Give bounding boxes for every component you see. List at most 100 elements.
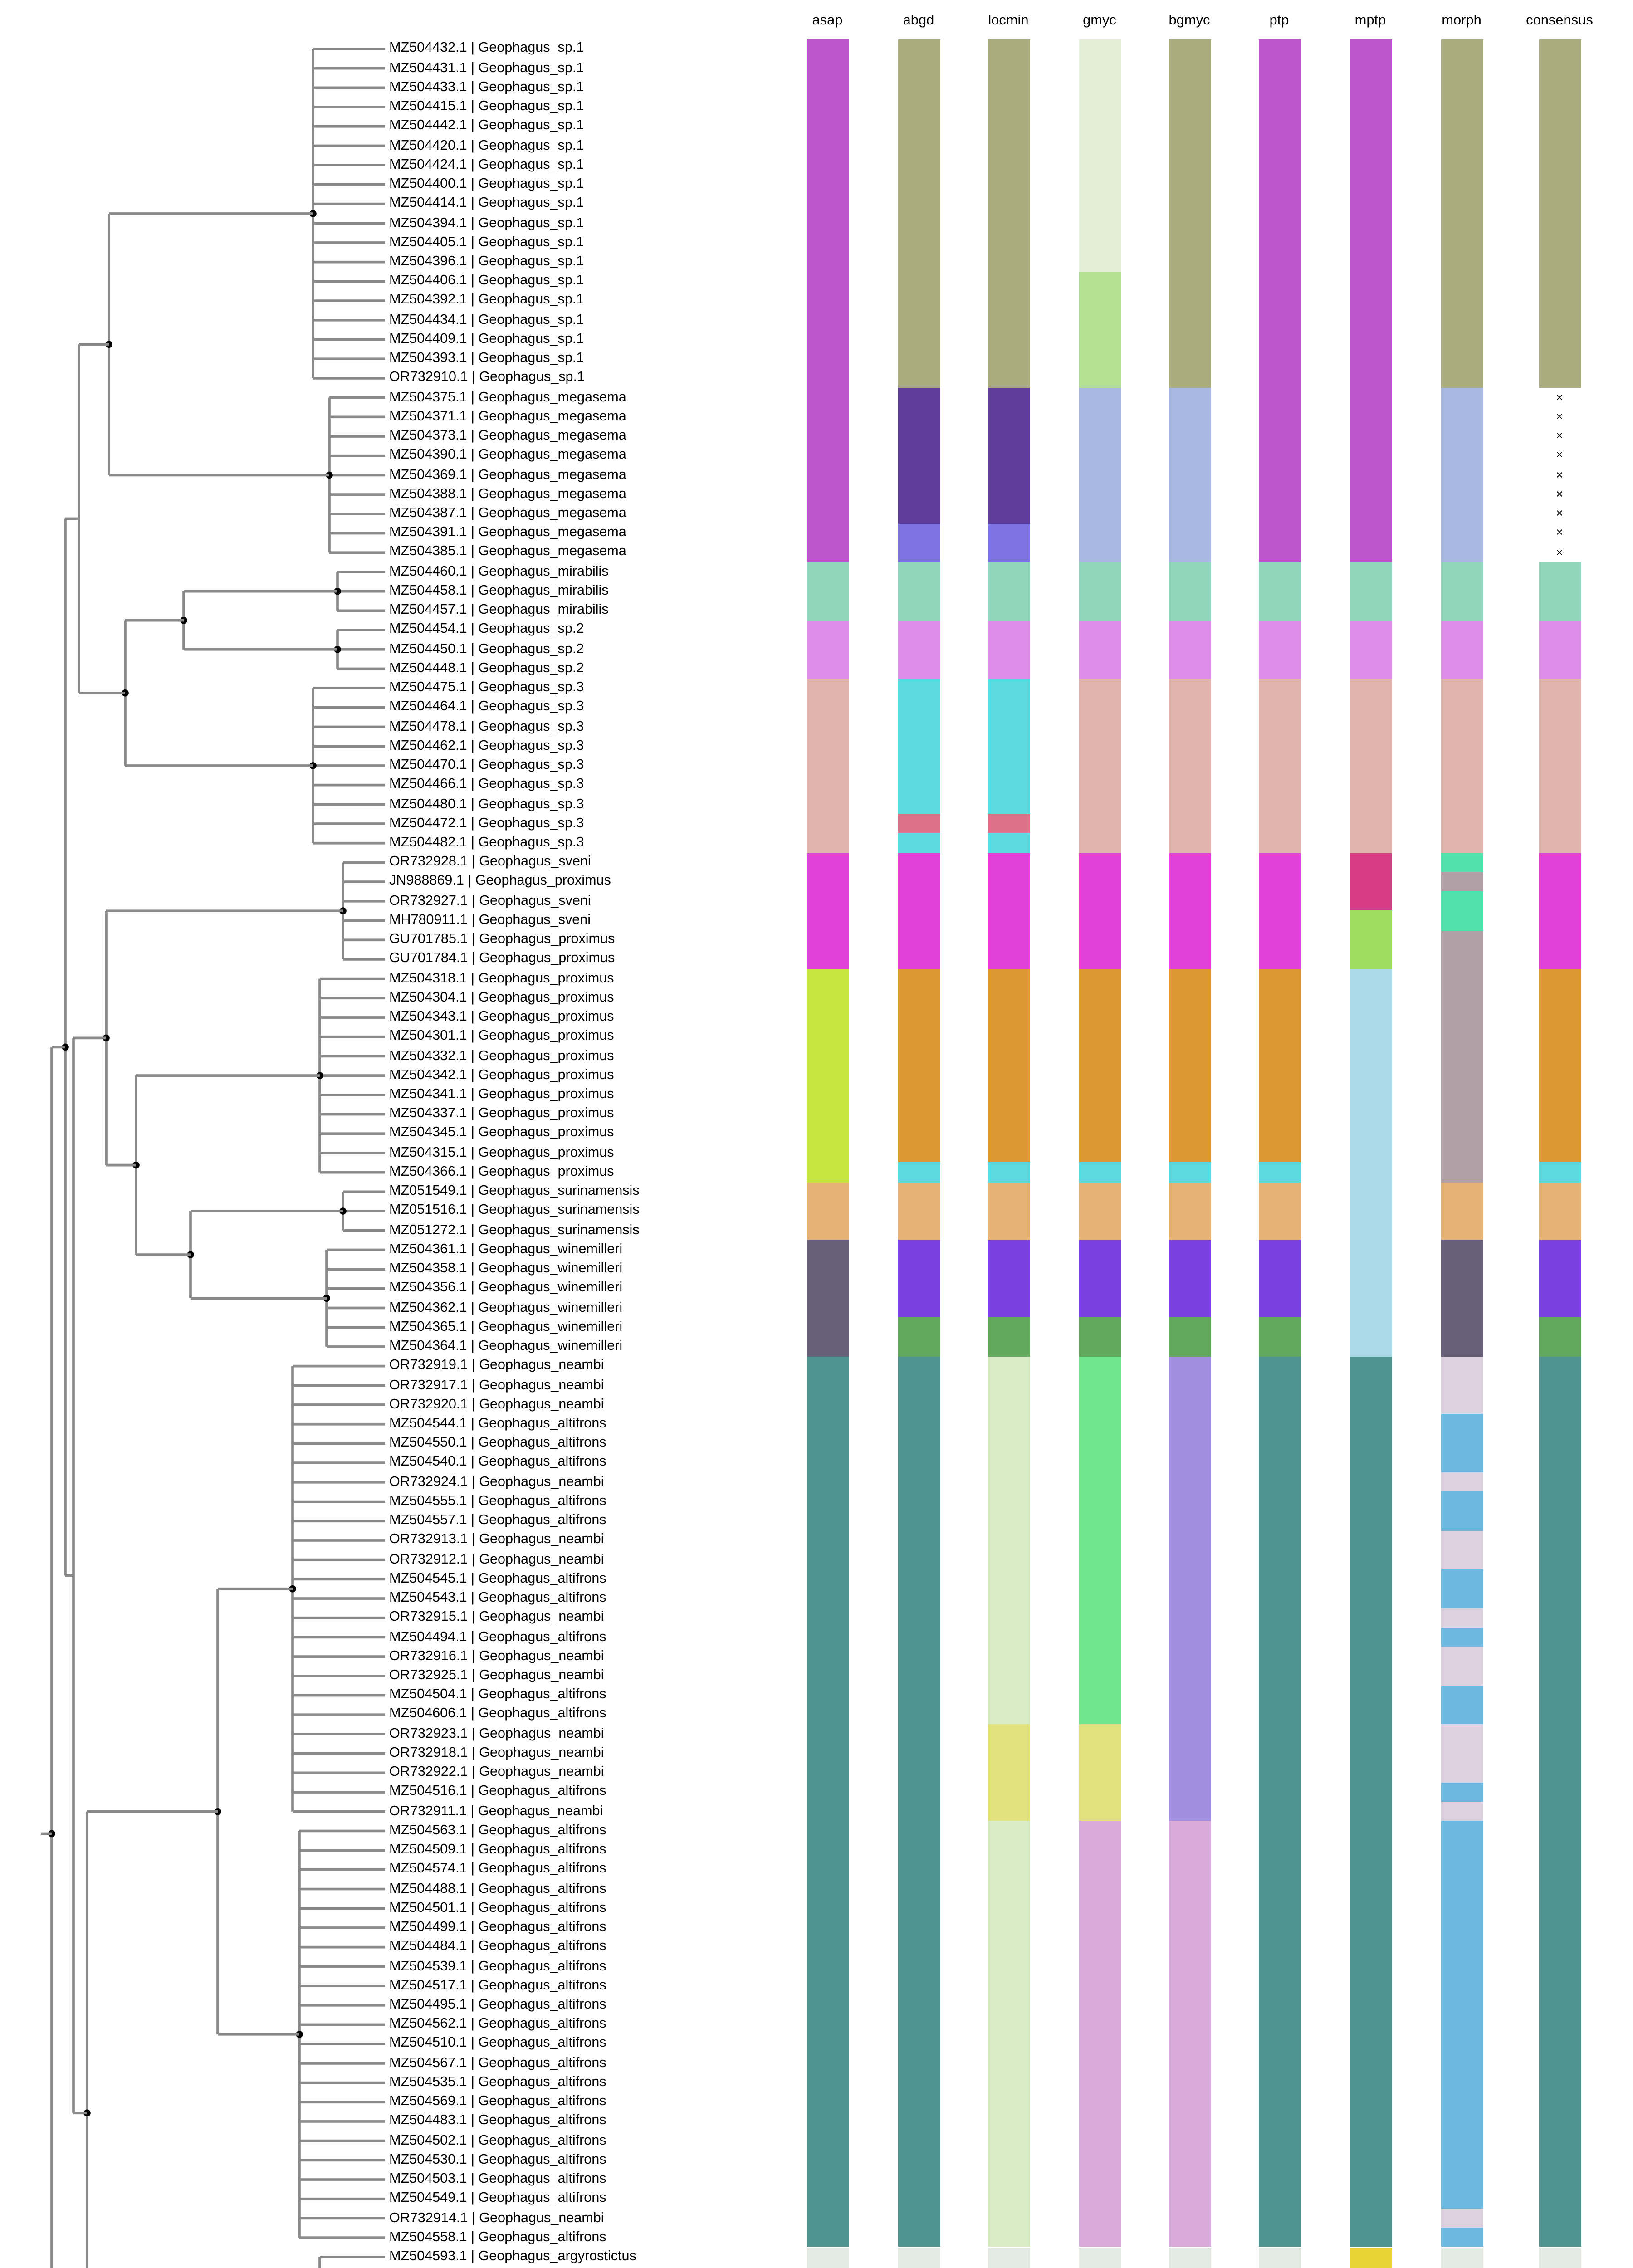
delimitation-block bbox=[987, 1821, 1030, 2248]
tip-label: MZ504371.1 | Geophagus_megasema bbox=[389, 409, 626, 425]
column-header-locmin: locmin bbox=[988, 14, 1029, 29]
delimitation-block bbox=[1168, 2247, 1211, 2268]
delimitation-block bbox=[1258, 620, 1301, 679]
delimitation-block bbox=[897, 1163, 940, 1182]
delimitation-block bbox=[1440, 1724, 1483, 1783]
column-header-mptp: mptp bbox=[1354, 14, 1386, 29]
tip-label: MZ504406.1 | Geophagus_sp.1 bbox=[389, 274, 584, 289]
delimitation-block bbox=[1168, 1317, 1211, 1357]
tip-label: MZ504606.1 | Geophagus_altifrons bbox=[389, 1707, 606, 1722]
tip-label: MZ504458.1 | Geophagus_mirabilis bbox=[389, 583, 609, 599]
tip-label: OR732914.1 | Geophagus_neambi bbox=[389, 2210, 604, 2226]
delimitation-block bbox=[1440, 39, 1483, 388]
delimitation-block bbox=[897, 562, 940, 621]
delimitation-block bbox=[1078, 1182, 1121, 1241]
delimitation-block bbox=[1349, 969, 1392, 1357]
tip-label: MZ504342.1 | Geophagus_proximus bbox=[389, 1068, 614, 1083]
delimitation-block bbox=[897, 1182, 940, 1241]
delimitation-block bbox=[1440, 2228, 1483, 2248]
tip-label: JN988869.1 | Geophagus_proximus bbox=[389, 874, 611, 890]
delimitation-block bbox=[1078, 1317, 1121, 1357]
delimitation-block bbox=[1168, 1356, 1211, 1822]
delimitation-block bbox=[1349, 1356, 1392, 2248]
delimitation-block bbox=[1349, 620, 1392, 679]
tip-label: MZ504509.1 | Geophagus_altifrons bbox=[389, 1843, 606, 1858]
tip-label: MZ504558.1 | Geophagus_altifrons bbox=[389, 2230, 606, 2245]
tip-label: MZ504442.1 | Geophagus_sp.1 bbox=[389, 118, 584, 134]
delimitation-block bbox=[897, 388, 940, 524]
delimitation-block bbox=[987, 388, 1030, 524]
tip-label: MZ504495.1 | Geophagus_altifrons bbox=[389, 1997, 606, 2013]
delimitation-block bbox=[987, 833, 1030, 853]
delimitation-block bbox=[1440, 620, 1483, 679]
tip-label: OR732924.1 | Geophagus_neambi bbox=[389, 1475, 604, 1490]
delimitation-block bbox=[1078, 1163, 1121, 1182]
tip-label: MZ504405.1 | Geophagus_sp.1 bbox=[389, 235, 584, 250]
excluded-mark: × bbox=[1556, 448, 1563, 462]
tip-label: MZ504502.1 | Geophagus_altifrons bbox=[389, 2133, 606, 2148]
delimitation-block bbox=[1349, 678, 1392, 853]
delimitation-block bbox=[1538, 1317, 1581, 1357]
tip-label: MZ504540.1 | Geophagus_altifrons bbox=[389, 1455, 606, 1471]
tip-label: MZ504544.1 | Geophagus_altifrons bbox=[389, 1416, 606, 1432]
delimitation-block bbox=[987, 620, 1030, 679]
delimitation-block bbox=[1078, 1821, 1121, 2248]
tip-label: MZ504457.1 | Geophagus_mirabilis bbox=[389, 603, 609, 618]
tip-label: MZ504420.1 | Geophagus_sp.1 bbox=[389, 138, 584, 153]
tip-label: MZ504432.1 | Geophagus_sp.1 bbox=[389, 41, 584, 57]
delimitation-block bbox=[1349, 39, 1392, 562]
delimitation-block bbox=[1440, 1182, 1483, 1241]
tip-label: MZ504315.1 | Geophagus_proximus bbox=[389, 1145, 614, 1161]
delimitation-block bbox=[1440, 1414, 1483, 1473]
tip-label: MZ504434.1 | Geophagus_sp.1 bbox=[389, 312, 584, 327]
delimitation-block bbox=[1078, 388, 1121, 562]
delimitation-block bbox=[806, 1182, 849, 1241]
tip-label: MZ504557.1 | Geophagus_altifrons bbox=[389, 1513, 606, 1529]
tip-label: MZ504593.1 | Geophagus_argyrostictus bbox=[389, 2249, 636, 2265]
delimitation-block bbox=[987, 562, 1030, 621]
delimitation-block bbox=[1168, 562, 1211, 621]
delimitation-block bbox=[1440, 1782, 1483, 1802]
tip-label: MZ504394.1 | Geophagus_sp.1 bbox=[389, 215, 584, 231]
delimitation-block bbox=[1538, 1163, 1581, 1182]
delimitation-block bbox=[897, 1240, 940, 1318]
tip-label: OR732918.1 | Geophagus_neambi bbox=[389, 1745, 604, 1761]
tip-label: MZ504373.1 | Geophagus_megasema bbox=[389, 429, 626, 444]
delimitation-block bbox=[987, 814, 1030, 834]
delimitation-block bbox=[1538, 853, 1581, 969]
delimitation-block bbox=[1349, 2247, 1392, 2268]
delimitation-block bbox=[1168, 388, 1211, 562]
delimitation-block bbox=[1168, 969, 1211, 1163]
delimitation-block bbox=[987, 1724, 1030, 1822]
tip-label: OR732925.1 | Geophagus_neambi bbox=[389, 1668, 604, 1683]
delimitation-block bbox=[987, 969, 1030, 1163]
delimitation-block bbox=[1538, 1240, 1581, 1318]
delimitation-block bbox=[1440, 562, 1483, 621]
tip-label: MZ504462.1 | Geophagus_sp.3 bbox=[389, 738, 584, 754]
tip-label: MZ504345.1 | Geophagus_proximus bbox=[389, 1126, 614, 1141]
tip-label: MZ504361.1 | Geophagus_winemilleri bbox=[389, 1242, 623, 1257]
tip-label: MZ504385.1 | Geophagus_megasema bbox=[389, 545, 626, 560]
delimitation-block bbox=[1168, 1163, 1211, 1182]
delimitation-block bbox=[806, 620, 849, 679]
tip-label: MZ504563.1 | Geophagus_altifrons bbox=[389, 1823, 606, 1838]
delimitation-block bbox=[897, 2247, 940, 2268]
delimitation-block bbox=[1258, 1182, 1301, 1241]
delimitation-block bbox=[1440, 1821, 1483, 2209]
excluded-mark: × bbox=[1556, 525, 1563, 539]
delimitation-block bbox=[1078, 272, 1121, 388]
tip-label: OR732916.1 | Geophagus_neambi bbox=[389, 1649, 604, 1664]
tip-label: OR732928.1 | Geophagus_sveni bbox=[389, 855, 591, 870]
delimitation-block bbox=[806, 1356, 849, 2248]
tip-label: MZ504569.1 | Geophagus_altifrons bbox=[389, 2094, 606, 2110]
delimitation-block bbox=[1258, 1317, 1301, 1357]
tip-label: OR732922.1 | Geophagus_neambi bbox=[389, 1765, 604, 1780]
delimitation-block bbox=[1440, 1492, 1483, 1531]
delimitation-block bbox=[1349, 562, 1392, 621]
tip-label: GU701784.1 | Geophagus_proximus bbox=[389, 952, 615, 967]
delimitation-block bbox=[987, 1356, 1030, 1725]
delimitation-block bbox=[1440, 1802, 1483, 1822]
delimitation-block bbox=[1440, 1472, 1483, 1492]
tip-label: MZ504567.1 | Geophagus_altifrons bbox=[389, 2056, 606, 2071]
delimitation-block bbox=[987, 1182, 1030, 1241]
